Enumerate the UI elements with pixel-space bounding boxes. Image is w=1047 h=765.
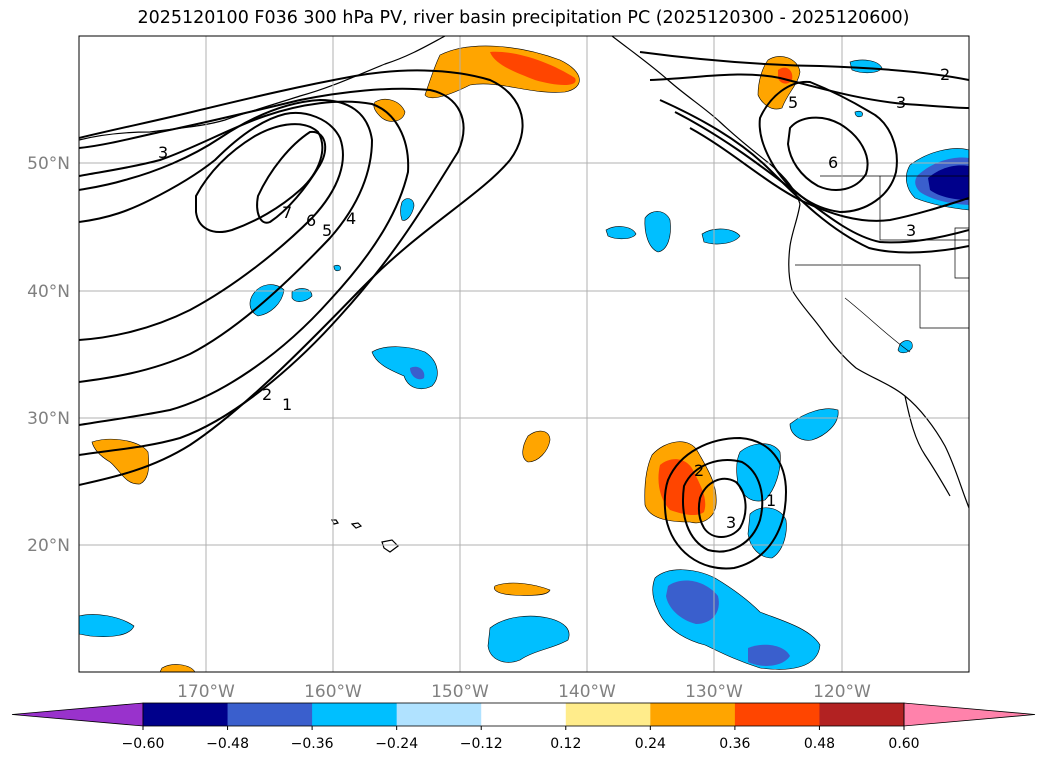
colorbar-tick-label: −0.12 — [460, 736, 503, 752]
contour-label: 7 — [282, 203, 292, 222]
map-frame — [78, 35, 970, 673]
colorbar-swatch — [396, 703, 482, 726]
contour-label: 6 — [828, 153, 838, 172]
graticule — [79, 36, 969, 672]
lon-tick-label: 170°W — [177, 682, 235, 702]
colorbar-swatch — [565, 703, 651, 726]
contour-label: 3 — [726, 513, 736, 532]
contour-label: 5 — [788, 93, 798, 112]
colorbar-tick-label: −0.36 — [291, 736, 334, 752]
contour-label: 6 — [306, 211, 316, 230]
pv-contours-south — [663, 436, 788, 570]
lon-tick-label: 130°W — [685, 682, 743, 702]
latitude-labels: 20°N 30°N 40°N 50°N — [27, 154, 70, 556]
colorbar-tick-label: 0.12 — [550, 736, 581, 752]
map-plot-area: 3 7 6 5 4 2 1 2 3 5 6 3 2 3 1 — [79, 36, 969, 672]
colorbar: −0.60 −0.48 −0.36 −0.24 −0.12 0.12 0.24 0.36 0.4… — [11, 702, 1036, 752]
lon-tick-label: 140°W — [558, 682, 616, 702]
pv-contours-east — [639, 51, 969, 254]
contour-label: 1 — [766, 491, 776, 510]
contour-label: 3 — [158, 143, 168, 162]
colorbar-swatch — [819, 703, 905, 726]
contour-labels-south: 2 3 1 — [694, 461, 776, 532]
colorbar-tick-label: −0.60 — [122, 736, 165, 752]
lon-tick-label: 120°W — [813, 682, 871, 702]
lon-tick-label: 150°W — [431, 682, 489, 702]
contour-labels-east: 2 3 5 6 3 — [788, 65, 950, 240]
contour-label: 1 — [282, 395, 292, 414]
contour-label: 2 — [694, 461, 704, 480]
colorbar-tick-label: 0.24 — [635, 736, 666, 752]
contour-label: 3 — [906, 221, 916, 240]
contour-label: 4 — [346, 209, 356, 228]
contour-label: 2 — [262, 385, 272, 404]
lat-tick-label: 50°N — [27, 154, 70, 174]
colorbar-swatch — [481, 703, 567, 726]
colorbar-extend-high — [903, 702, 1036, 727]
lat-tick-label: 40°N — [27, 282, 70, 302]
colorbar-tick-label: −0.24 — [375, 736, 418, 752]
colorbar-swatch — [227, 703, 313, 726]
contour-label: 5 — [322, 221, 332, 240]
pv-contours — [79, 69, 524, 486]
colorbar-swatch — [312, 703, 398, 726]
colorbar-frame — [142, 702, 905, 727]
lon-tick-label: 160°W — [304, 682, 362, 702]
contour-labels-west: 3 7 6 5 4 2 1 — [158, 143, 356, 414]
lat-tick-label: 30°N — [27, 409, 70, 429]
map-title: 2025120100 F036 300 hPa PV, river basin … — [137, 8, 910, 28]
colorbar-tick-label: 0.36 — [719, 736, 750, 752]
lat-tick-label: 20°N — [27, 536, 70, 556]
colorbar-tick-label: −0.48 — [206, 736, 249, 752]
precip-negative-shading — [79, 59, 969, 670]
colorbar-extend-low — [11, 702, 144, 727]
longitude-labels: 170°W 160°W 150°W 140°W 130°W 120°W — [177, 682, 871, 702]
contour-label: 3 — [896, 93, 906, 112]
colorbar-swatch — [650, 703, 736, 726]
contour-label: 2 — [940, 65, 950, 84]
colorbar-tick-label: 0.48 — [804, 736, 835, 752]
colorbar-tick-label: 0.60 — [888, 736, 919, 752]
colorbar-swatch — [143, 703, 229, 726]
colorbar-swatch — [734, 703, 820, 726]
